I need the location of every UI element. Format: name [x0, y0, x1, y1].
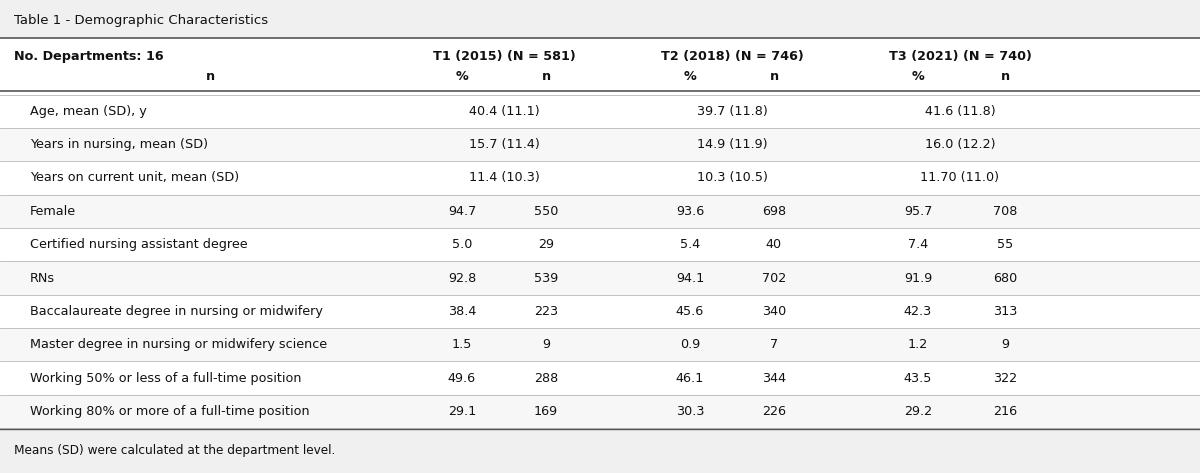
Text: Baccalaureate degree in nursing or midwifery: Baccalaureate degree in nursing or midwi…: [30, 305, 323, 318]
Text: 1.5: 1.5: [452, 338, 472, 351]
Bar: [0, 261, 1200, 295]
Text: Certified nursing assistant degree: Certified nursing assistant degree: [30, 238, 247, 251]
Text: 344: 344: [762, 372, 786, 385]
Text: No. Departments: 16: No. Departments: 16: [14, 50, 164, 63]
Text: 313: 313: [994, 305, 1018, 318]
Text: T1 (2015) (N = 581): T1 (2015) (N = 581): [433, 50, 575, 63]
Text: %: %: [912, 70, 924, 83]
Text: 95.7: 95.7: [904, 205, 932, 218]
Text: n: n: [769, 70, 779, 83]
Text: n: n: [205, 70, 215, 83]
Text: 708: 708: [994, 205, 1018, 218]
Text: Female: Female: [30, 205, 76, 218]
Text: 169: 169: [534, 405, 558, 418]
Text: 92.8: 92.8: [448, 272, 476, 284]
Bar: [0, 195, 1200, 228]
Text: Working 80% or more of a full-time position: Working 80% or more of a full-time posit…: [30, 405, 310, 418]
Text: RNs: RNs: [30, 272, 55, 284]
Text: 29.2: 29.2: [904, 405, 932, 418]
Text: 223: 223: [534, 305, 558, 318]
Text: 46.1: 46.1: [676, 372, 704, 385]
Text: 322: 322: [994, 372, 1018, 385]
Text: %: %: [684, 70, 696, 83]
Text: 5.4: 5.4: [680, 238, 700, 251]
Text: 1.2: 1.2: [908, 338, 928, 351]
Bar: [0, 38, 1200, 429]
Text: 702: 702: [762, 272, 786, 284]
Text: n: n: [541, 70, 551, 83]
Text: 539: 539: [534, 272, 558, 284]
Text: 11.4 (10.3): 11.4 (10.3): [469, 172, 539, 184]
Text: 7: 7: [770, 338, 778, 351]
Text: 9: 9: [542, 338, 550, 351]
Text: 91.9: 91.9: [904, 272, 932, 284]
Text: Table 1 - Demographic Characteristics: Table 1 - Demographic Characteristics: [14, 14, 269, 27]
Bar: [0, 394, 1200, 428]
Text: 30.3: 30.3: [676, 405, 704, 418]
Text: 14.9 (11.9): 14.9 (11.9): [697, 138, 767, 151]
Text: 550: 550: [534, 205, 558, 218]
Text: 42.3: 42.3: [904, 305, 932, 318]
Text: 93.6: 93.6: [676, 205, 704, 218]
Bar: [0, 161, 1200, 195]
Bar: [0, 429, 1200, 473]
Text: 340: 340: [762, 305, 786, 318]
Text: Means (SD) were calculated at the department level.: Means (SD) were calculated at the depart…: [14, 444, 336, 457]
Text: 40.4 (11.1): 40.4 (11.1): [469, 105, 539, 118]
Text: 49.6: 49.6: [448, 372, 476, 385]
Bar: [0, 228, 1200, 261]
Text: 680: 680: [994, 272, 1018, 284]
Text: 94.1: 94.1: [676, 272, 704, 284]
Text: 11.70 (11.0): 11.70 (11.0): [920, 172, 1000, 184]
Text: 55: 55: [997, 238, 1014, 251]
Text: 7.4: 7.4: [908, 238, 928, 251]
Text: 15.7 (11.4): 15.7 (11.4): [469, 138, 539, 151]
Bar: [0, 295, 1200, 328]
Bar: [0, 95, 1200, 128]
Text: 5.0: 5.0: [452, 238, 472, 251]
Bar: [0, 128, 1200, 161]
Text: 16.0 (12.2): 16.0 (12.2): [925, 138, 995, 151]
Text: Years in nursing, mean (SD): Years in nursing, mean (SD): [30, 138, 208, 151]
Text: T2 (2018) (N = 746): T2 (2018) (N = 746): [661, 50, 803, 63]
Text: Age, mean (SD), y: Age, mean (SD), y: [30, 105, 146, 118]
Text: 40: 40: [766, 238, 782, 251]
Text: 29: 29: [538, 238, 554, 251]
Text: 698: 698: [762, 205, 786, 218]
Text: 45.6: 45.6: [676, 305, 704, 318]
Text: 0.9: 0.9: [680, 338, 700, 351]
Text: %: %: [456, 70, 468, 83]
Text: n: n: [1001, 70, 1010, 83]
Text: T3 (2021) (N = 740): T3 (2021) (N = 740): [888, 50, 1032, 63]
Text: 43.5: 43.5: [904, 372, 932, 385]
Text: Years on current unit, mean (SD): Years on current unit, mean (SD): [30, 172, 239, 184]
Text: 39.7 (11.8): 39.7 (11.8): [697, 105, 767, 118]
Bar: [0, 361, 1200, 394]
Text: Master degree in nursing or midwifery science: Master degree in nursing or midwifery sc…: [30, 338, 328, 351]
Text: 94.7: 94.7: [448, 205, 476, 218]
Text: Working 50% or less of a full-time position: Working 50% or less of a full-time posit…: [30, 372, 301, 385]
Text: 226: 226: [762, 405, 786, 418]
Text: 288: 288: [534, 372, 558, 385]
Text: 10.3 (10.5): 10.3 (10.5): [696, 172, 768, 184]
Text: 9: 9: [1002, 338, 1009, 351]
Text: 41.6 (11.8): 41.6 (11.8): [925, 105, 995, 118]
Text: 38.4: 38.4: [448, 305, 476, 318]
Bar: [0, 0, 1200, 38]
Bar: [0, 328, 1200, 361]
Text: 29.1: 29.1: [448, 405, 476, 418]
Text: 216: 216: [994, 405, 1018, 418]
